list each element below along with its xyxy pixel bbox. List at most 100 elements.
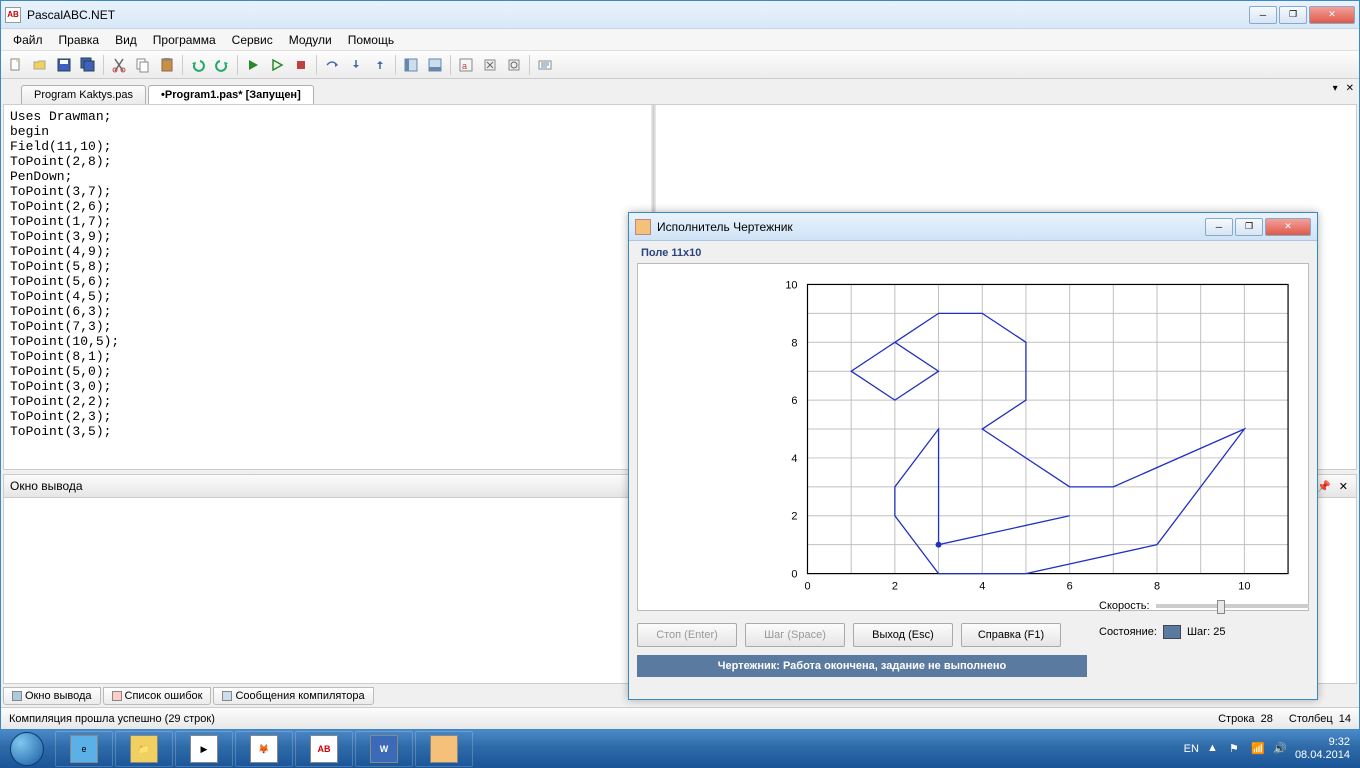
new-file-icon[interactable]	[5, 54, 27, 76]
task-word[interactable]: W	[355, 731, 413, 767]
tab-file-2[interactable]: •Program1.pas* [Запущен]	[148, 85, 314, 104]
svg-text:6: 6	[1067, 581, 1073, 593]
svg-text:6: 6	[791, 395, 797, 407]
svg-text:4: 4	[979, 581, 985, 593]
tabstrip: Program Kaktys.pas •Program1.pas* [Запущ…	[1, 79, 1359, 103]
svg-text:8: 8	[791, 337, 797, 349]
tool-c-icon[interactable]	[503, 54, 525, 76]
svg-text:0: 0	[791, 569, 797, 581]
taskbar: e 📁 ▶ 🦊 AB W EN ▲ ⚑ 📶 🔊 9:32 08.04.2014	[0, 730, 1360, 768]
status-left: Компиляция прошла успешно (29 строк)	[9, 713, 215, 725]
statusbar: Компиляция прошла успешно (29 строк) Стр…	[1, 707, 1359, 729]
drawer-stop-button[interactable]: Стоп (Enter)	[637, 623, 737, 647]
drawer-status-text: Чертежник: Работа окончена, задание не в…	[637, 655, 1087, 677]
task-folder[interactable]: 📁	[115, 731, 173, 767]
start-button[interactable]	[0, 730, 54, 768]
tool-d-icon[interactable]	[534, 54, 556, 76]
step-into-icon[interactable]	[345, 54, 367, 76]
titlebar: AB PascalABC.NET ─ ❐ ✕	[1, 1, 1359, 29]
stop-icon[interactable]	[290, 54, 312, 76]
menu-view[interactable]: Вид	[107, 31, 145, 49]
tab-dropdown-icon[interactable]: ▾	[1330, 83, 1341, 94]
drawer-help-button[interactable]: Справка (F1)	[961, 623, 1061, 647]
open-file-icon[interactable]	[29, 54, 51, 76]
svg-text:10: 10	[785, 279, 797, 291]
menu-help[interactable]: Помощь	[340, 31, 402, 49]
system-tray: EN ▲ ⚑ 📶 🔊 9:32 08.04.2014	[1174, 736, 1360, 762]
svg-text:2: 2	[892, 581, 898, 593]
cut-icon[interactable]	[108, 54, 130, 76]
tray-flag-icon[interactable]: ▲	[1207, 742, 1221, 756]
speed-label: Скорость:	[1099, 600, 1150, 612]
svg-text:10: 10	[1238, 581, 1250, 593]
drawer-step-button[interactable]: Шаг (Space)	[745, 623, 845, 647]
drawer-title-text: Исполнитель Чертежник	[657, 220, 1203, 234]
drawer-maximize-button[interactable]: ❐	[1235, 218, 1263, 236]
drawer-window: Исполнитель Чертежник ─ ❐ ✕ Поле 11x10 0…	[628, 212, 1318, 700]
drawer-field-label: Поле 11x10	[635, 245, 1311, 265]
task-drawer[interactable]	[415, 731, 473, 767]
status-line: Строка 28	[1218, 713, 1273, 725]
run-noargs-icon[interactable]	[266, 54, 288, 76]
drawer-titlebar: Исполнитель Чертежник ─ ❐ ✕	[629, 213, 1317, 241]
step-count: Шаг: 25	[1187, 626, 1226, 638]
tab-close-icon[interactable]: ✕	[1343, 83, 1357, 94]
state-label: Состояние:	[1099, 626, 1157, 638]
svg-text:4: 4	[791, 453, 797, 465]
close-button[interactable]: ✕	[1309, 6, 1355, 24]
btab-errors[interactable]: Список ошибок	[103, 687, 212, 705]
code-pane[interactable]: Uses Drawman; begin Field(11,10); ToPoin…	[4, 105, 651, 469]
language-indicator[interactable]: EN	[1184, 743, 1199, 755]
toolbar: a	[1, 51, 1359, 79]
btab-output[interactable]: Окно вывода	[3, 687, 101, 705]
output-title: Окно вывода	[10, 479, 83, 493]
step-over-icon[interactable]	[321, 54, 343, 76]
save-icon[interactable]	[53, 54, 75, 76]
drawer-minimize-button[interactable]: ─	[1205, 218, 1233, 236]
undo-icon[interactable]	[187, 54, 209, 76]
svg-text:0: 0	[804, 581, 810, 593]
drawer-canvas: 0 2 4 6 8 10 0 2 4 6 8 10	[637, 263, 1309, 611]
run-icon[interactable]	[242, 54, 264, 76]
svg-text:a: a	[462, 61, 467, 71]
app-title: PascalABC.NET	[27, 8, 1247, 22]
panel1-icon[interactable]	[400, 54, 422, 76]
menu-modules[interactable]: Модули	[281, 31, 340, 49]
copy-icon[interactable]	[132, 54, 154, 76]
menu-service[interactable]: Сервис	[224, 31, 281, 49]
task-firefox[interactable]: 🦊	[235, 731, 293, 767]
menubar: Файл Правка Вид Программа Сервис Модули …	[1, 29, 1359, 51]
task-explorer[interactable]: e	[55, 731, 113, 767]
paste-icon[interactable]	[156, 54, 178, 76]
state-indicator	[1163, 625, 1181, 639]
tray-clock[interactable]: 9:32 08.04.2014	[1295, 736, 1350, 762]
menu-file[interactable]: Файл	[5, 31, 51, 49]
tool-b-icon[interactable]	[479, 54, 501, 76]
maximize-button[interactable]: ❐	[1279, 6, 1307, 24]
tab-file-1[interactable]: Program Kaktys.pas	[21, 85, 146, 104]
speed-slider[interactable]	[1156, 604, 1309, 608]
redo-icon[interactable]	[211, 54, 233, 76]
drawer-app-icon	[635, 219, 651, 235]
tray-network-icon[interactable]: 📶	[1251, 742, 1265, 756]
tray-action-icon[interactable]: ⚑	[1229, 742, 1243, 756]
app-icon: AB	[5, 7, 21, 23]
status-col: Столбец 14	[1289, 713, 1351, 725]
tray-volume-icon[interactable]: 🔊	[1273, 742, 1287, 756]
minimize-button[interactable]: ─	[1249, 6, 1277, 24]
task-pascalabc[interactable]: AB	[295, 731, 353, 767]
output-close-icon[interactable]: ✕	[1337, 480, 1350, 493]
btab-messages[interactable]: Сообщения компилятора	[213, 687, 373, 705]
svg-text:8: 8	[1154, 581, 1160, 593]
drawer-close-button[interactable]: ✕	[1265, 218, 1311, 236]
save-all-icon[interactable]	[77, 54, 99, 76]
menu-edit[interactable]: Правка	[51, 31, 108, 49]
tool-a-icon[interactable]: a	[455, 54, 477, 76]
menu-program[interactable]: Программа	[145, 31, 224, 49]
drawer-right-controls: Скорость: Состояние: Шаг: 25	[1099, 593, 1309, 649]
task-media[interactable]: ▶	[175, 731, 233, 767]
drawer-exit-button[interactable]: Выход (Esc)	[853, 623, 953, 647]
svg-text:2: 2	[791, 511, 797, 523]
step-out-icon[interactable]	[369, 54, 391, 76]
panel2-icon[interactable]	[424, 54, 446, 76]
